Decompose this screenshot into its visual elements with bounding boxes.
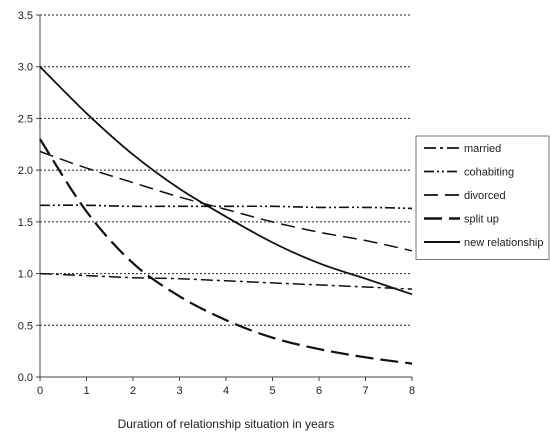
legend-box bbox=[415, 135, 550, 260]
legend-label-new-relationship: new relationship bbox=[464, 237, 544, 249]
y-tick-label: 0.5 bbox=[18, 320, 33, 332]
y-tick-label: 1.0 bbox=[18, 269, 33, 281]
x-axis-label: Duration of relationship situation in ye… bbox=[118, 417, 335, 431]
series-line-divorced bbox=[39, 150, 413, 252]
y-tick-label: 3.0 bbox=[18, 62, 33, 74]
y-tick-label: 0.0 bbox=[18, 372, 33, 384]
legend-label-divorced: divorced bbox=[464, 190, 506, 202]
x-tick-label: 3 bbox=[176, 385, 182, 397]
x-tick-label: 5 bbox=[269, 385, 275, 397]
y-tick-label: 3.5 bbox=[18, 10, 33, 22]
legend-label-cohabiting: cohabiting bbox=[464, 167, 514, 179]
series-lines bbox=[39, 66, 413, 365]
axes bbox=[39, 15, 412, 378]
x-tick-label: 2 bbox=[130, 385, 136, 397]
series-line-married bbox=[39, 272, 413, 290]
y-tick-label: 2.0 bbox=[18, 165, 33, 177]
x-tick-label: 7 bbox=[362, 385, 368, 397]
y-tick-label: 2.5 bbox=[18, 113, 33, 125]
series-line-new-relationship bbox=[39, 66, 413, 296]
x-tick-label: 8 bbox=[409, 385, 415, 397]
x-tick-label: 4 bbox=[223, 385, 229, 397]
x-tick-label: 0 bbox=[37, 385, 43, 397]
x-tick-label: 1 bbox=[83, 385, 89, 397]
x-tick-label: 6 bbox=[316, 385, 322, 397]
y-axis-ticks: 0.0 0.5 1.0 1.5 2.0 2.5 3.0 3.5 bbox=[18, 10, 40, 384]
y-tick-label: 1.5 bbox=[18, 217, 33, 229]
series-line-cohabiting bbox=[39, 204, 413, 210]
legend: married cohabiting divorced split up new rel… bbox=[415, 135, 550, 260]
x-axis-ticks: 0 1 2 3 4 5 6 7 8 bbox=[37, 377, 415, 397]
series-line-split-up bbox=[39, 138, 413, 365]
legend-label-married: married bbox=[464, 143, 501, 155]
gridlines bbox=[40, 14, 412, 326]
legend-label-split-up: split up bbox=[464, 214, 499, 226]
